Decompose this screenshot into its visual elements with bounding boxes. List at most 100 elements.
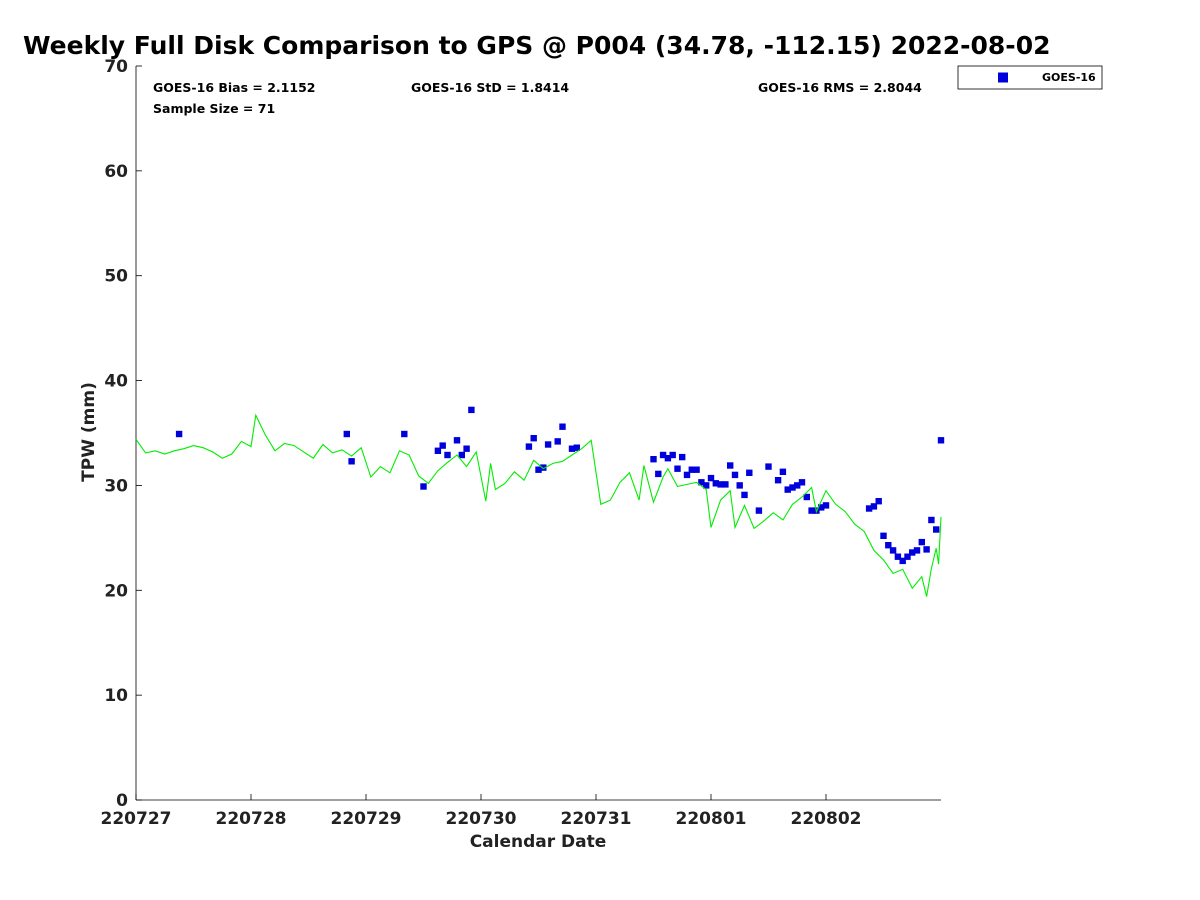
goes16-point [683,471,691,479]
goes16-point [822,502,830,509]
goes16-point [559,423,566,430]
goes16-point [784,486,791,493]
goes16-point [707,474,715,482]
goes16-point [468,406,475,414]
goes16-point [913,547,921,554]
goes16-point [655,470,662,478]
plot-area [136,66,941,800]
legend-entry-label: GOES-16 [1042,71,1096,84]
goes16-point [765,463,772,470]
goes16-point [544,441,552,448]
goes16-point [899,557,906,565]
goes16-point [937,437,945,444]
goes16-point [703,482,710,489]
goes16-point [774,477,782,484]
goes16-point [453,437,461,444]
x-tick-label: 220730 [446,809,517,829]
goes16-point [731,471,739,479]
goes16-point [894,553,902,560]
goes16-point [808,507,815,514]
goes16-point [669,451,676,459]
goes16-point [789,484,796,491]
goes16-point [540,464,547,471]
goes16-point [525,443,533,450]
x-ticks: 220727 220728 220729 220730 220731 220801 2208… [101,794,862,829]
stat-sample-size: Sample Size = 71 [153,101,275,116]
stat-rms: GOES-16 RMS = 2.8044 [758,80,922,95]
goes16-point [458,451,465,459]
goes16-point [568,445,576,452]
y-tick-label: 10 [104,686,128,706]
goes16-point [904,553,911,560]
y-tick-label: 0 [116,791,128,811]
legend-marker [998,72,1008,83]
goes16-point [688,466,695,473]
goes16-point [722,481,729,488]
x-tick-label: 220727 [101,809,172,829]
y-tick-label: 70 [104,57,128,77]
x-tick-label: 220801 [676,809,747,829]
x-tick-label: 220731 [561,809,632,829]
goes16-point [794,482,801,489]
goes16-point [444,451,451,459]
axes [135,66,941,801]
goes16-point [693,466,700,473]
goes16-point [727,462,734,469]
goes16-point [554,438,561,445]
x-axis-label: Calendar Date [470,832,607,852]
goes16-point [889,547,897,554]
goes16-point [928,516,935,524]
goes16-point [865,505,873,512]
goes16-point [348,458,355,465]
goes16-point [679,453,686,461]
y-tick-label: 40 [104,372,128,392]
goes16-point [530,435,537,442]
y-tick-label: 30 [104,476,128,496]
goes16-point [650,456,657,463]
legend: GOES-16 [957,65,1103,90]
goes16-point [933,526,940,533]
x-tick-label: 220728 [216,809,287,829]
goes16-point [664,455,672,462]
goes16-point [343,430,350,438]
goes16-point [535,466,542,473]
goes16-point [717,481,724,488]
stat-bias: GOES-16 Bias = 2.1152 [153,80,315,95]
goes16-point [736,482,743,489]
goes16-point [463,445,470,452]
goes16-point [803,493,810,501]
x-tick-label: 220729 [331,809,402,829]
goes16-point [420,483,427,490]
y-ticks: 0 10 20 30 40 50 60 70 [104,57,142,811]
goes16-point [434,447,442,454]
goes16-point [755,507,763,514]
gps-line [135,413,942,597]
goes16-point [923,546,930,553]
goes16-point [573,444,580,451]
stat-std: GOES-16 StD = 1.8414 [411,80,569,95]
goes16-point [880,532,887,539]
y-axis-label: TPW (mm) [79,382,99,482]
goes16-point [875,498,882,505]
goes16-point [401,430,408,438]
y-tick-label: 20 [104,581,128,601]
goes16-point [918,538,925,546]
goes16-point [439,442,446,449]
series-layer [135,406,945,597]
goes16-point [870,503,878,510]
goes16-point [712,480,719,487]
legend-box [957,65,1103,90]
goes16-point [779,468,787,475]
goes16-point [746,469,753,476]
goes16-point [818,504,825,511]
goes16-point [698,479,705,486]
goes16-point [909,549,916,556]
goes16-point [674,465,681,472]
goes16-point [798,479,806,486]
goes16-point [659,451,667,459]
goes16-point [175,430,183,438]
x-tick-label: 220802 [791,809,862,829]
y-tick-label: 60 [104,162,128,182]
goes16-point [741,491,748,499]
